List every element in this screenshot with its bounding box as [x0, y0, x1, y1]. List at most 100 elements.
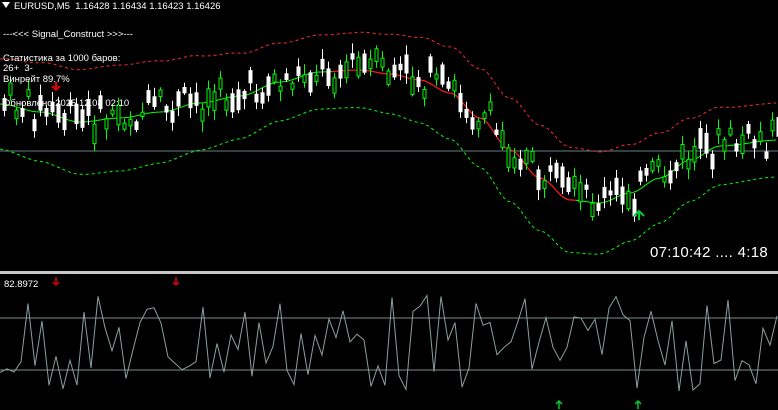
candle-body: [200, 108, 205, 122]
candle-body: [764, 151, 769, 159]
candle-body: [746, 124, 751, 134]
candle-body: [44, 108, 49, 117]
candle-body: [620, 186, 625, 205]
candle-body: [614, 177, 619, 196]
updated-label: Обновлено 2025.12.08 02:10: [3, 98, 130, 109]
candle-body: [770, 119, 775, 132]
candle-body: [398, 63, 403, 71]
candle-body: [308, 72, 313, 93]
symbol-label: EURUSD,M5: [14, 1, 70, 12]
candle-body: [278, 85, 283, 92]
oscillator-line: [0, 294, 778, 392]
candle-body: [422, 89, 427, 99]
candle-body: [668, 170, 673, 184]
candle-body: [416, 77, 421, 88]
window-separator[interactable]: [0, 271, 778, 274]
osc-buy-arrow-icon: [555, 399, 563, 409]
candle-body: [392, 64, 397, 78]
candle-body: [320, 58, 325, 70]
candle-body: [260, 92, 265, 104]
candle-body: [332, 77, 337, 94]
open-price: 1.16428: [75, 1, 110, 12]
candle-body: [326, 68, 331, 87]
candle-body: [50, 101, 55, 113]
candles-group: [2, 43, 778, 222]
candle-body: [284, 73, 289, 81]
candle-body: [452, 79, 457, 92]
candle-body: [386, 70, 391, 85]
candle-body: [152, 96, 157, 108]
bar-countdown: 4:18: [737, 244, 768, 261]
candle-body: [680, 144, 685, 160]
chart-header: EURUSD,M5 1.16428 1.16434 1.16423 1.1642…: [2, 1, 221, 12]
candle-body: [512, 157, 517, 169]
osc-sell-arrow-icon-2: [172, 277, 180, 287]
candle-body: [638, 170, 643, 182]
candle-body: [38, 95, 43, 111]
candle-body: [116, 104, 121, 126]
candle-body: [14, 109, 19, 120]
candle-body: [32, 119, 37, 132]
high-price: 1.16434: [112, 1, 147, 12]
candle-body: [698, 128, 703, 149]
candle-body: [434, 73, 439, 80]
close-price: 1.16426: [186, 1, 221, 12]
candle-body: [254, 93, 259, 103]
candle-body: [686, 158, 691, 170]
buy-signal-arrow-icon: [633, 209, 645, 220]
candle-body: [218, 77, 223, 90]
low-price: 1.16423: [149, 1, 184, 12]
candle-body: [20, 108, 25, 117]
candle-body: [110, 109, 115, 115]
time-readout: 07:10:42 .... 4:18: [650, 244, 768, 261]
candle-body: [170, 110, 175, 123]
candle-body: [98, 95, 103, 110]
candle-body: [2, 98, 7, 111]
score-label: 26+ 3-: [3, 63, 33, 74]
candle-body: [722, 139, 727, 152]
candle-body: [728, 127, 733, 136]
candle-body: [530, 150, 535, 162]
candle-body: [368, 58, 373, 70]
oscillator-subwindow[interactable]: [0, 274, 778, 410]
candle-body: [56, 103, 61, 123]
candle-body: [710, 153, 715, 170]
candle-body: [104, 118, 109, 130]
candle-body: [428, 56, 433, 73]
sell-signal-arrow-icon: [51, 82, 61, 92]
candle-body: [164, 105, 169, 113]
candle-body: [188, 93, 193, 109]
candle-body: [602, 186, 607, 199]
main-price-chart[interactable]: [0, 0, 778, 271]
candle-body: [704, 132, 709, 154]
candle-body: [374, 48, 379, 62]
candle-body: [290, 82, 295, 90]
candle-body: [458, 92, 463, 113]
candle-body: [212, 91, 217, 111]
candle-body: [242, 90, 247, 100]
candle-body: [734, 143, 739, 152]
candle-body: [464, 108, 469, 118]
candle-body: [674, 162, 679, 172]
candle-body: [752, 139, 757, 149]
osc-sell-arrow-icon: [52, 277, 60, 287]
candle-body: [68, 99, 73, 107]
candle-body: [488, 101, 493, 111]
candle-body: [470, 117, 475, 130]
candle-body: [146, 90, 151, 103]
candle-body: [566, 177, 571, 193]
candle-body: [134, 121, 139, 131]
candle-body: [410, 76, 415, 95]
oscillator-value: 82.8972: [4, 279, 39, 290]
candle-body: [350, 53, 355, 60]
candle-body: [248, 70, 253, 84]
symbol-menu-icon[interactable]: [2, 2, 10, 8]
candle-body: [8, 82, 13, 96]
candle-body: [476, 120, 481, 130]
candle-body: [296, 66, 301, 76]
candle-body: [302, 74, 307, 83]
lower-band-line: [0, 107, 777, 255]
candle-body: [446, 81, 451, 89]
candle-body: [524, 149, 529, 165]
candle-body: [26, 89, 31, 97]
